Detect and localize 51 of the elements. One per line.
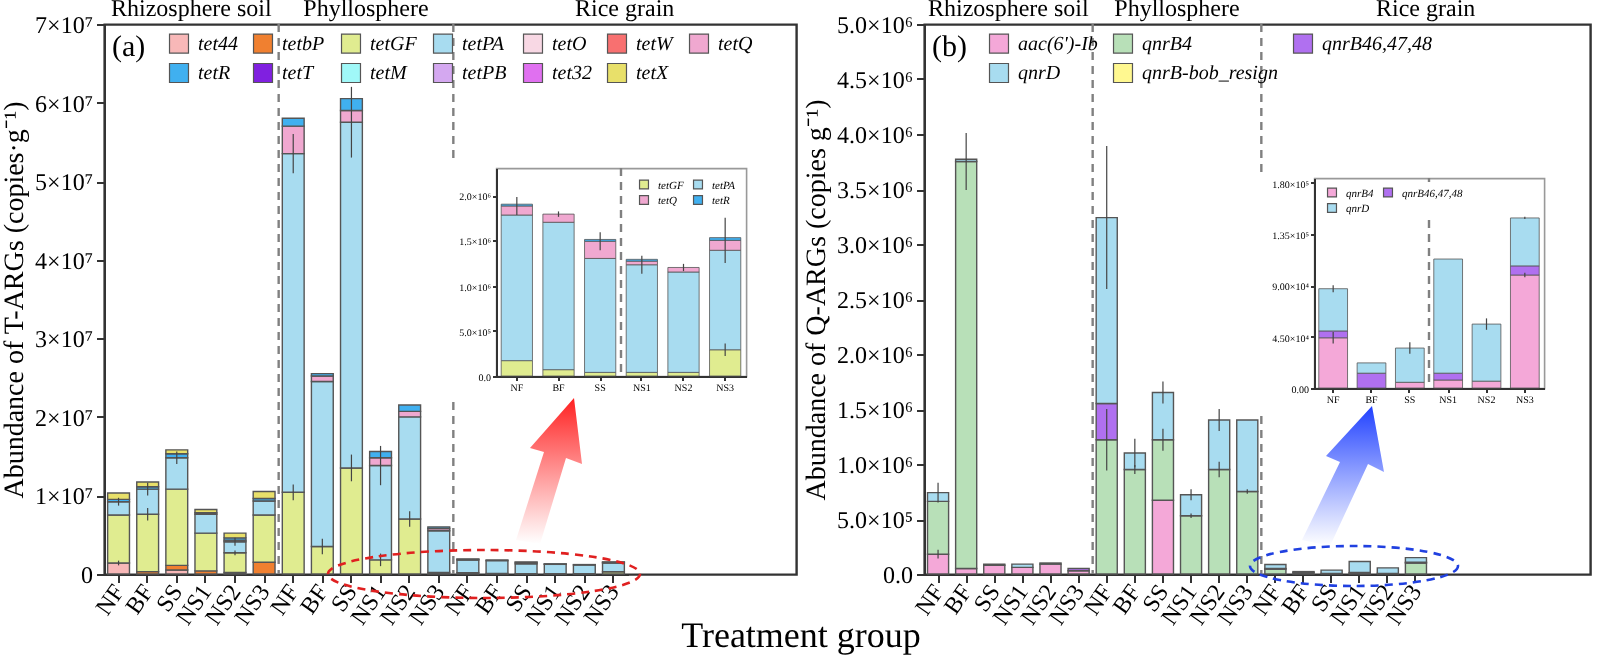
legend-label: tetPA	[462, 33, 506, 56]
annotation: (a)	[112, 32, 146, 64]
y-tick-label: 5.0×10⁶	[837, 11, 913, 39]
y-tick-label: 2×10⁷	[35, 403, 93, 432]
legend-label: tetQ	[718, 33, 754, 56]
y-tick-label: 1×10⁷	[35, 482, 93, 511]
y-tick-label: 0	[81, 561, 93, 589]
legend-label: tetPB	[462, 63, 507, 85]
y-tick-label: 4.0×10⁶	[837, 121, 913, 149]
legend-label: tet44	[198, 33, 238, 56]
x-tick-label: BF	[119, 578, 160, 620]
text: Rice grain	[575, 0, 675, 22]
annotation: (b)	[932, 32, 967, 64]
legend-label: tetM	[370, 63, 408, 85]
y-tick-label: 1.0×10⁶	[837, 451, 913, 479]
y-tick-label: 4.5×10⁶	[837, 66, 913, 94]
y-tick-label: 7×10⁷	[35, 11, 93, 39]
x-tick-label: BF	[468, 578, 509, 620]
y-tick-label: 3×10⁷	[35, 325, 93, 354]
y-tick-label: 5.0×10⁵	[837, 506, 913, 534]
legend-label: tetR	[198, 63, 231, 85]
legend-label: tetbP	[282, 33, 325, 56]
y-tick-label: 2.0×10⁶	[837, 341, 913, 369]
legend-label: tet32	[552, 63, 592, 85]
legend-label: qnrB4	[1142, 33, 1192, 56]
text: Rice grain	[1376, 0, 1476, 22]
text: Rhizosphere soil	[111, 0, 273, 22]
text: Rhizosphere soil	[928, 0, 1090, 22]
legend-label: tetT	[282, 63, 316, 85]
y-tick-label: 5×10⁷	[35, 168, 93, 197]
legend-label: aac(6')-Ib	[1018, 33, 1098, 56]
y-tick-label: 1.5×10⁶	[837, 396, 913, 424]
legend-label: tetX	[636, 63, 670, 85]
legend-label: qnrB-bob_resign	[1142, 63, 1278, 85]
legend-label: qnrD	[1018, 63, 1062, 85]
text: Phyllosphere	[303, 0, 429, 22]
text: Phyllosphere	[1114, 0, 1240, 22]
y-axis-title: Abundance of T-ARGs (copies·g⁻¹)	[1, 100, 32, 499]
legend-label: qnrB46,47,48	[1322, 33, 1432, 56]
legend-label: tetGF	[370, 33, 419, 56]
y-tick-label: 0.0	[883, 561, 913, 589]
y-tick-label: 2.5×10⁶	[837, 286, 913, 314]
x-axis-title: Treatment group	[681, 615, 921, 655]
y-axis-title: Abundance of Q-ARGs (copies g⁻¹)	[803, 98, 834, 501]
x-tick-label: BF	[294, 578, 335, 620]
y-tick-label: 3.0×10⁶	[837, 231, 913, 259]
y-tick-label: 6×10⁷	[35, 89, 93, 118]
legend-label: tetO	[552, 33, 587, 56]
legend-label: tetW	[636, 33, 676, 56]
y-tick-label: 3.5×10⁶	[837, 176, 913, 204]
y-tick-label: 4×10⁷	[35, 246, 93, 275]
